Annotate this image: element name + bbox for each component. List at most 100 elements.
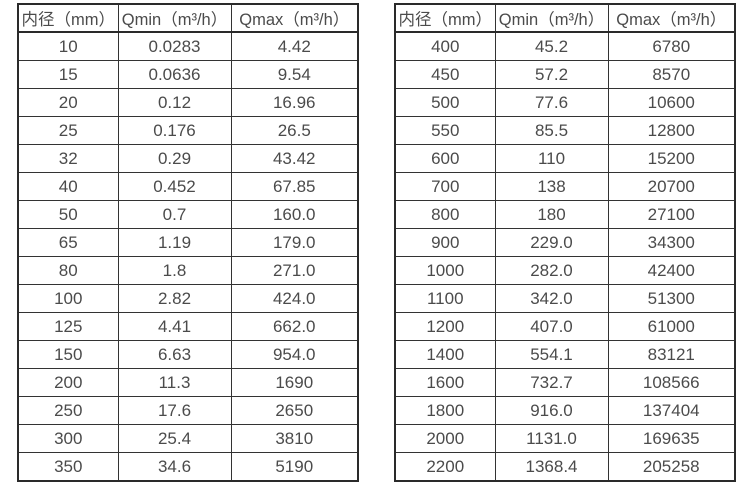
table-cell: 57.2 — [494, 60, 609, 89]
table-cell: 45.2 — [494, 31, 609, 61]
table-cell: 10600 — [607, 88, 736, 117]
table-cell: 15 — [17, 60, 119, 89]
table-cell: 27100 — [607, 200, 736, 229]
table-cell: 4.42 — [230, 31, 359, 61]
table-row: 1400 554.1 83121 — [394, 340, 736, 369]
table-cell: 3810 — [230, 424, 359, 453]
table-cell: 85.5 — [494, 116, 609, 145]
table-cell: 43.42 — [230, 144, 359, 173]
table-row: 900 229.0 34300 — [394, 228, 736, 257]
table-cell: 954.0 — [230, 340, 359, 369]
table-cell: 1400 — [394, 340, 496, 369]
table-cell: 50 — [17, 200, 119, 229]
table-cell: 25 — [17, 116, 119, 145]
table-cell: 32 — [17, 144, 119, 173]
table-cell: 0.176 — [117, 116, 232, 145]
table-row: 600 110 15200 — [394, 144, 736, 173]
table-cell: 16.96 — [230, 88, 359, 117]
table-row: 40 0.452 67.85 — [17, 172, 359, 201]
table-cell: 600 — [394, 144, 496, 173]
table-cell: 12800 — [607, 116, 736, 145]
table-cell: 229.0 — [494, 228, 609, 257]
table-row: 800 180 27100 — [394, 200, 736, 229]
table-row: 1100 342.0 51300 — [394, 284, 736, 313]
table-cell: 1000 — [394, 256, 496, 285]
table-cell: 0.452 — [117, 172, 232, 201]
table-cell: 25.4 — [117, 424, 232, 453]
table-cell: 200 — [17, 368, 119, 397]
table-row: 10 0.0283 4.42 — [17, 31, 359, 61]
table-header-row: 内径（mm） Qmin（m³/h） Qmax（m³/h） — [17, 3, 359, 33]
table-cell: 2000 — [394, 424, 496, 453]
table-cell: 342.0 — [494, 284, 609, 313]
table-row: 1600 732.7 108566 — [394, 368, 736, 397]
table-cell: 160.0 — [230, 200, 359, 229]
table-cell: 1368.4 — [494, 452, 609, 482]
table-cell: 0.12 — [117, 88, 232, 117]
table-cell: 138 — [494, 172, 609, 201]
table-cell: 1131.0 — [494, 424, 609, 453]
table-cell: 34.6 — [117, 452, 232, 482]
table-cell: 65 — [17, 228, 119, 257]
table-cell: 80 — [17, 256, 119, 285]
table-cell: 550 — [394, 116, 496, 145]
table-row: 550 85.5 12800 — [394, 116, 736, 145]
table-row: 700 138 20700 — [394, 172, 736, 201]
table-row: 400 45.2 6780 — [394, 31, 736, 61]
table-cell: 42400 — [607, 256, 736, 285]
table-cell: 179.0 — [230, 228, 359, 257]
table-cell: 40 — [17, 172, 119, 201]
table-cell: 1600 — [394, 368, 496, 397]
column-header-qmax: Qmax（m³/h） — [607, 3, 736, 33]
table-cell: 11.3 — [117, 368, 232, 397]
table-row: 250 17.6 2650 — [17, 396, 359, 425]
table-cell: 800 — [394, 200, 496, 229]
table-row: 2200 1368.4 205258 — [394, 452, 736, 482]
table-row: 150 6.63 954.0 — [17, 340, 359, 369]
table-cell: 0.0636 — [117, 60, 232, 89]
table-cell: 8570 — [607, 60, 736, 89]
table-row: 65 1.19 179.0 — [17, 228, 359, 257]
table-cell: 1.8 — [117, 256, 232, 285]
table-cell: 1690 — [230, 368, 359, 397]
table-cell: 0.7 — [117, 200, 232, 229]
table-cell: 205258 — [607, 452, 736, 482]
table-cell: 700 — [394, 172, 496, 201]
table-cell: 400 — [394, 31, 496, 61]
table-row: 500 77.6 10600 — [394, 88, 736, 117]
table-cell: 1.19 — [117, 228, 232, 257]
table-cell: 271.0 — [230, 256, 359, 285]
table-cell: 282.0 — [494, 256, 609, 285]
table-cell: 137404 — [607, 396, 736, 425]
table-cell: 2.82 — [117, 284, 232, 313]
table-cell: 2650 — [230, 396, 359, 425]
table-cell: 554.1 — [494, 340, 609, 369]
flow-spec-table-large-diameters: 内径（mm） Qmin（m³/h） Qmax（m³/h） 400 45.2 6780… — [394, 3, 736, 482]
table-cell: 15200 — [607, 144, 736, 173]
table-cell: 1800 — [394, 396, 496, 425]
column-header-diameter: 内径（mm） — [394, 3, 496, 33]
table-cell: 110 — [494, 144, 609, 173]
table-cell: 34300 — [607, 228, 736, 257]
table-row: 80 1.8 271.0 — [17, 256, 359, 285]
table-row: 15 0.0636 9.54 — [17, 60, 359, 89]
column-header-qmin: Qmin（m³/h） — [117, 3, 232, 33]
table-cell: 9.54 — [230, 60, 359, 89]
table-cell: 125 — [17, 312, 119, 341]
table-row: 20 0.12 16.96 — [17, 88, 359, 117]
table-row: 100 2.82 424.0 — [17, 284, 359, 313]
table-cell: 1100 — [394, 284, 496, 313]
table-cell: 0.0283 — [117, 31, 232, 61]
column-header-qmin: Qmin（m³/h） — [494, 3, 609, 33]
flow-spec-table-small-diameters: 内径（mm） Qmin（m³/h） Qmax（m³/h） 10 0.0283 4.4… — [17, 3, 359, 482]
table-cell: 108566 — [607, 368, 736, 397]
table-cell: 61000 — [607, 312, 736, 341]
table-cell: 5190 — [230, 452, 359, 482]
table-cell: 250 — [17, 396, 119, 425]
table-cell: 450 — [394, 60, 496, 89]
table-cell: 77.6 — [494, 88, 609, 117]
table-cell: 424.0 — [230, 284, 359, 313]
table-cell: 26.5 — [230, 116, 359, 145]
table-cell: 83121 — [607, 340, 736, 369]
table-row: 1800 916.0 137404 — [394, 396, 736, 425]
